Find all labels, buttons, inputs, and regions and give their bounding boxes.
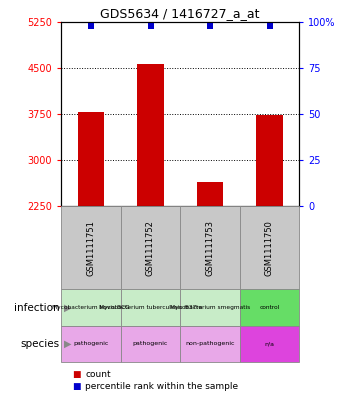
Text: non-pathogenic: non-pathogenic [185,342,235,346]
Text: pathogenic: pathogenic [133,342,168,346]
Text: ▶: ▶ [64,303,71,312]
Text: count: count [85,370,111,379]
Text: Mycobacterium smegmatis: Mycobacterium smegmatis [170,305,250,310]
Text: GSM1111751: GSM1111751 [86,220,96,275]
Text: ■: ■ [72,370,80,379]
Text: species: species [20,339,60,349]
Text: percentile rank within the sample: percentile rank within the sample [85,382,238,391]
Text: pathogenic: pathogenic [73,342,109,346]
Text: ▶: ▶ [64,339,71,349]
Text: Mycobacterium tuberculosis H37ra: Mycobacterium tuberculosis H37ra [99,305,202,310]
Text: Mycobacterium bovis BCG: Mycobacterium bovis BCG [52,305,130,310]
Text: infection: infection [14,303,60,312]
Bar [197,182,223,206]
Bar [256,115,283,206]
Text: n/a: n/a [265,342,274,346]
Text: GSM1111750: GSM1111750 [265,220,274,275]
Bar [137,64,164,206]
Text: GSM1111753: GSM1111753 [205,220,215,275]
Text: control: control [259,305,280,310]
Bar [78,112,104,206]
Title: GDS5634 / 1416727_a_at: GDS5634 / 1416727_a_at [100,7,260,20]
Text: ■: ■ [72,382,80,391]
Text: GSM1111752: GSM1111752 [146,220,155,275]
